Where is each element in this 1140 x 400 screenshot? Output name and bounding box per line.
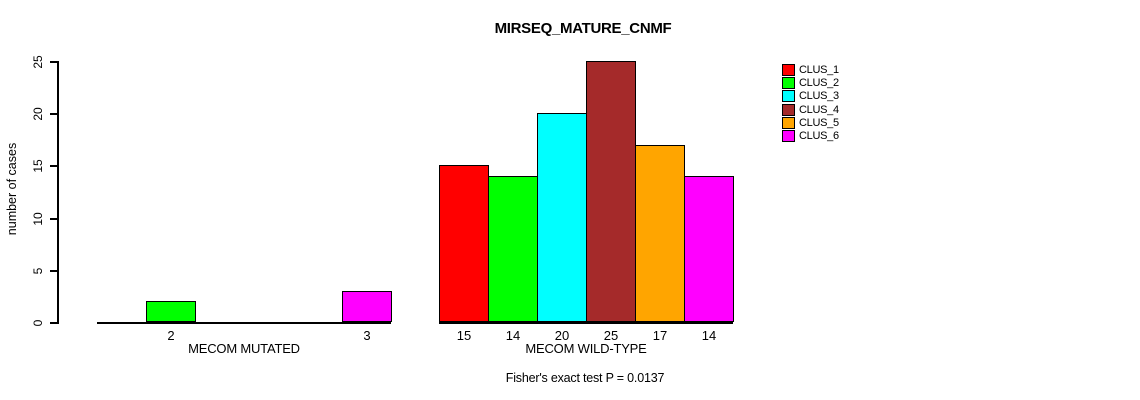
bar-CLUS_6 bbox=[684, 176, 734, 322]
x-axis-baseline bbox=[97, 322, 391, 324]
legend-label: CLUS_2 bbox=[799, 76, 839, 89]
y-axis-line bbox=[57, 61, 59, 324]
bar-CLUS_2 bbox=[488, 176, 538, 322]
legend-item-CLUS_5: CLUS_5 bbox=[782, 116, 839, 129]
bar-value-label: 17 bbox=[652, 328, 668, 343]
legend-label: CLUS_6 bbox=[799, 129, 839, 142]
y-tick-label: 10 bbox=[31, 211, 45, 226]
legend-item-CLUS_4: CLUS_4 bbox=[782, 103, 839, 116]
group-label: MECOM MUTATED bbox=[188, 341, 300, 356]
y-tick-mark bbox=[50, 322, 57, 324]
legend-item-CLUS_6: CLUS_6 bbox=[782, 129, 839, 142]
bar-value-label: 14 bbox=[505, 328, 521, 343]
bar-value-label: 20 bbox=[554, 328, 570, 343]
bar-CLUS_5 bbox=[635, 145, 685, 322]
legend-swatch bbox=[782, 63, 795, 76]
y-tick-label: 25 bbox=[31, 54, 45, 69]
legend-label: CLUS_3 bbox=[799, 89, 839, 102]
chart-title: MIRSEQ_MATURE_CNMF bbox=[494, 20, 672, 37]
y-tick-mark bbox=[50, 165, 57, 167]
bar-CLUS_2 bbox=[146, 301, 196, 322]
bar-value-label: 14 bbox=[701, 328, 717, 343]
legend-item-CLUS_1: CLUS_1 bbox=[782, 63, 839, 76]
legend-label: CLUS_5 bbox=[799, 116, 839, 129]
y-tick-mark bbox=[50, 270, 57, 272]
group-label: MECOM WILD-TYPE bbox=[525, 341, 647, 356]
legend-label: CLUS_1 bbox=[799, 63, 839, 76]
legend-swatch bbox=[782, 129, 795, 142]
y-tick-mark bbox=[50, 218, 57, 220]
bar-value-label: 2 bbox=[167, 328, 175, 343]
bar-CLUS_1 bbox=[439, 165, 489, 322]
y-tick-label: 15 bbox=[31, 158, 45, 173]
x-axis-baseline bbox=[439, 322, 733, 324]
legend-item-CLUS_2: CLUS_2 bbox=[782, 76, 839, 89]
y-tick-mark bbox=[50, 61, 57, 63]
y-axis-title: number of cases bbox=[5, 142, 19, 236]
bar-value-label: 15 bbox=[456, 328, 472, 343]
bar-value-label: 3 bbox=[363, 328, 371, 343]
legend-swatch bbox=[782, 116, 795, 129]
bar-CLUS_4 bbox=[586, 61, 636, 322]
y-tick-label: 5 bbox=[31, 267, 45, 274]
y-tick-label: 20 bbox=[31, 106, 45, 121]
legend-swatch bbox=[782, 103, 795, 116]
bar-CLUS_6 bbox=[342, 291, 392, 322]
y-tick-label: 0 bbox=[31, 319, 45, 326]
legend-swatch bbox=[782, 89, 795, 102]
legend-label: CLUS_4 bbox=[799, 103, 839, 116]
y-tick-mark bbox=[50, 113, 57, 115]
legend-swatch bbox=[782, 76, 795, 89]
fisher-test-annotation: Fisher's exact test P = 0.0137 bbox=[505, 371, 665, 385]
legend-item-CLUS_3: CLUS_3 bbox=[782, 89, 839, 102]
bar-CLUS_3 bbox=[537, 113, 587, 322]
bar-value-label: 25 bbox=[603, 328, 619, 343]
